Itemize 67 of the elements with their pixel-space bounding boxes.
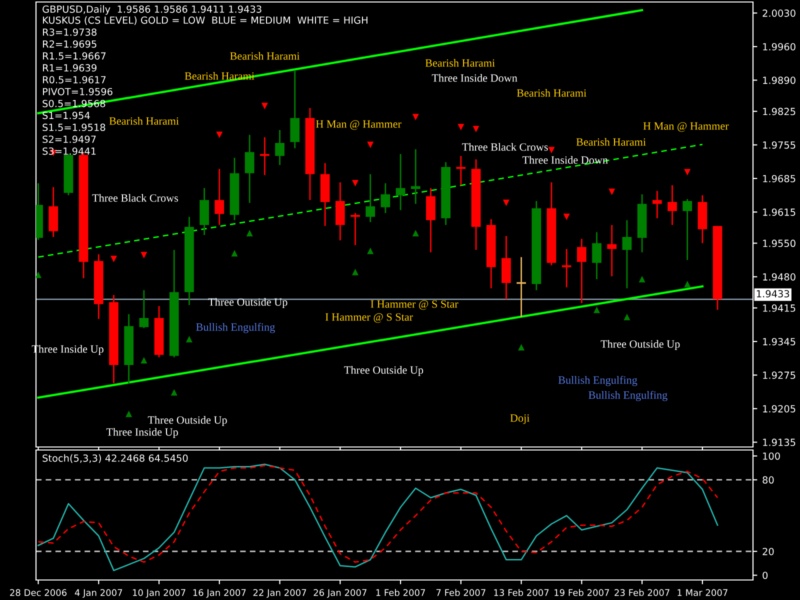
annotation: R3=1.9738 — [42, 28, 96, 36]
annotation: I Hammer @ S Star — [325, 313, 413, 323]
x-tick-label: 22 Jan 2007 — [253, 589, 306, 598]
annotation: Bullish Engulfing — [588, 390, 668, 402]
annotation: S2=1.9497 — [42, 136, 96, 143]
annotation: R1.5=1.9667 — [42, 52, 106, 60]
annotation: R1=1.9639 — [42, 64, 96, 72]
x-tick-label: 1 Mar 2007 — [678, 589, 728, 596]
x-tick-label: 26 Jan 2007 — [314, 589, 366, 598]
x-tick-label: 19 Feb 2007 — [554, 589, 609, 596]
annotation: Bullish Engulfing — [196, 322, 275, 334]
chart-title: GBPUSD,Daily 1.9586 1.9586 1.9411 1.9433 — [42, 5, 262, 15]
y-tick-label: 100 — [763, 452, 780, 460]
annotation: Three Inside Down — [522, 156, 608, 164]
text: KUSKUS (CS LEVEL) GOLD = LOW BLUE = MEDIUM WHITE = HIGH — [42, 16, 368, 25]
annotation: Bearish Harami — [516, 88, 586, 97]
y-tick-label: 80 — [762, 476, 774, 484]
y-tick-label: 1.9550 — [763, 240, 796, 248]
annotation: S1.5=1.9518 — [42, 124, 106, 132]
annotation: Bearish Harami — [184, 72, 254, 80]
annotation: Three Inside Down — [432, 74, 518, 82]
y-tick-label: 0 — [762, 572, 768, 580]
annotation: Bearish Harami — [425, 58, 495, 67]
annotation: Three Black Crows — [92, 194, 178, 202]
x-tick-label: 13 Feb 2007 — [494, 589, 549, 596]
y-tick-label: 1.9415 — [763, 304, 796, 312]
annotation: H Man @ Hammer — [316, 120, 402, 130]
y-tick-label: 1.9960 — [763, 43, 796, 50]
annotation: S3=1.9441 — [42, 147, 96, 155]
annotation: Bullish Engulfing — [558, 376, 638, 386]
x-tick-label: 1 Feb 2007 — [376, 589, 425, 596]
annotation: Bearish Harami — [230, 52, 300, 60]
annotation: I Hammer @ S Star — [370, 300, 458, 310]
annotation: Doji — [510, 414, 530, 424]
x-tick-label: 16 Jan 2007 — [193, 589, 246, 598]
y-tick-label: 1.9345 — [763, 338, 796, 346]
y-tick-label: 1.9205 — [763, 405, 796, 412]
y-tick-label: 2.0030 — [762, 10, 796, 17]
annotation: R2=1.9695 — [42, 40, 96, 48]
annotation: R0.5=1.9617 — [42, 76, 106, 84]
annotation: Three Black Crows — [462, 142, 548, 151]
ref-line-label: 1.9433 — [756, 290, 790, 298]
chart-title: Stoch(5,3,3) 42.2468 64.5450 — [42, 454, 188, 463]
y-tick-label: 1.9275 — [763, 372, 796, 379]
x-tick-label: 28 Dec 2006 — [10, 589, 67, 596]
x-tick-label: 7 Feb 2007 — [436, 589, 486, 596]
annotation: Three Outside Up — [148, 416, 227, 426]
y-tick-label: 20 — [762, 548, 774, 556]
y-tick-label: 1.9825 — [763, 108, 796, 116]
annotation: Three Outside Up — [208, 298, 288, 308]
y-tick-label: 1.9480 — [763, 273, 796, 281]
y-tick-label: 1.9890 — [763, 76, 796, 84]
y-tick-label: 1.9685 — [763, 174, 796, 182]
annotation: Three Outside Up — [344, 366, 424, 376]
annotation: Three Outside Up — [600, 340, 680, 350]
annotation: Bearish Harami — [576, 138, 646, 146]
annotation: S1=1.954 — [42, 112, 90, 120]
y-tick-label: 1.9135 — [763, 438, 796, 446]
annotation: Three Inside Up — [106, 428, 178, 438]
x-tick-label: 10 Jan 2007 — [132, 589, 186, 598]
annotation: PIVOT=1.9596 — [42, 88, 112, 96]
annotation: Bearish Harami — [109, 116, 179, 125]
x-tick-label: 4 Jan 2007 — [74, 589, 122, 598]
x-tick-label: 23 Feb 2007 — [614, 589, 670, 596]
annotation: H Man @ Hammer — [643, 122, 729, 132]
y-tick-label: 1.9615 — [763, 208, 796, 216]
y-tick-label: 1.9755 — [763, 141, 796, 149]
